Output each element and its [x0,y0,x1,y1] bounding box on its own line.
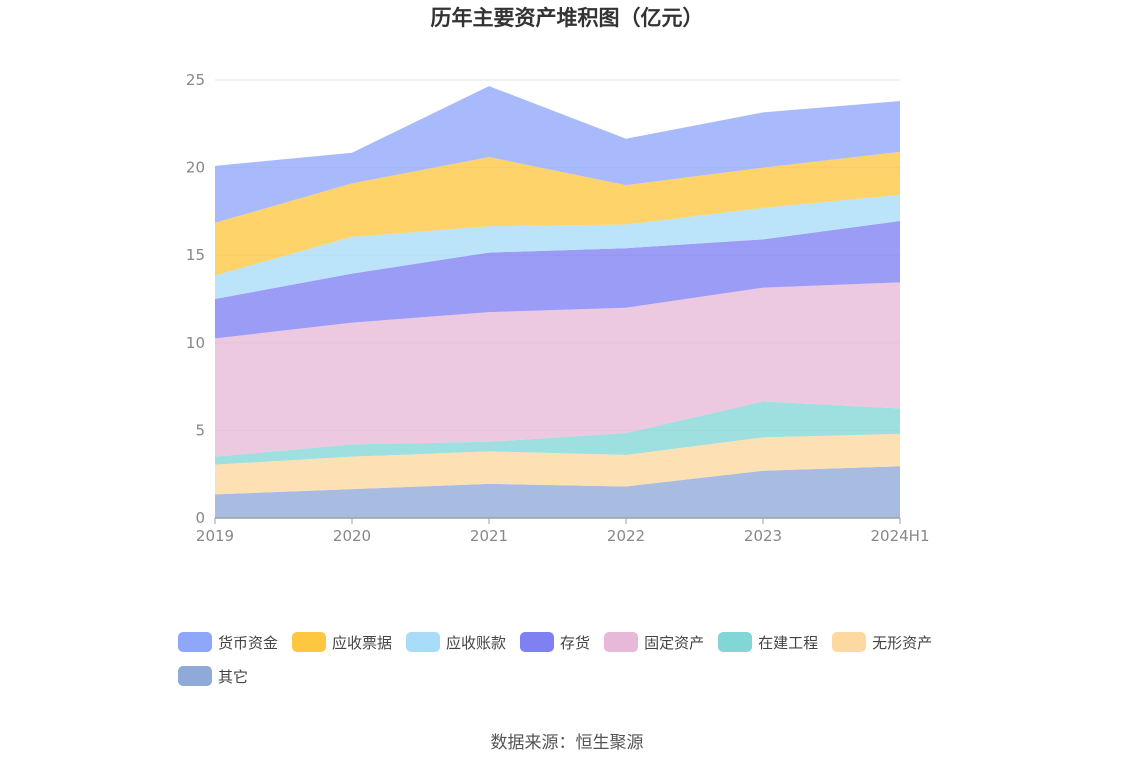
stacked-area-chart: 0 5 10 15 20 25 2019 2020 2021 2022 2023 2024H1 [186,71,930,545]
legend-swatch [178,632,212,652]
y-tick-label: 20 [186,159,205,177]
legend-label: 应收账款 [446,633,507,652]
legend-swatch [604,632,639,652]
area-series-6[interactable] [215,151,900,276]
area-series-3[interactable] [215,282,900,457]
axes: 0 5 10 15 20 25 2019 2020 2021 2022 2023 2024H1 [186,71,930,545]
legend-swatch [292,632,327,652]
y-tick-label: 0 [195,509,205,527]
area-series [215,86,900,518]
legend-label: 在建工程 [758,633,819,652]
x-tick-label: 2023 [744,527,782,545]
legend-label: 固定资产 [644,633,705,652]
y-tick-label: 25 [186,71,205,89]
x-tick-label: 2024H1 [871,527,930,545]
legend-label: 无形资产 [872,633,933,652]
legend-swatch [406,632,441,652]
area-series-0[interactable] [215,466,900,518]
legend-swatch [520,632,555,652]
legend-item[interactable]: 应收账款 [406,630,506,654]
area-series-4[interactable] [215,221,900,339]
y-tick-label: 15 [186,246,205,264]
legend-item[interactable]: 在建工程 [718,630,818,654]
x-tick-label: 2022 [607,527,645,545]
area-series-5[interactable] [215,194,900,299]
legend-item[interactable]: 其它 [178,664,248,688]
y-tick-label: 10 [186,334,205,352]
x-tick-label: 2021 [470,527,508,545]
chart-title: 历年主要资产堆积图（亿元） [430,6,704,30]
legend: 货币资金 应收票据 应收账款 存货 固定资产 在建工程 无形资产其它 [178,630,978,688]
legend-label: 应收票据 [332,633,393,652]
y-tick-label: 5 [195,421,205,439]
legend-swatch [718,632,753,652]
legend-item[interactable]: 固定资产 [604,630,704,654]
legend-swatch [832,632,867,652]
x-tick-label: 2020 [333,527,371,545]
area-series-2[interactable] [215,401,900,465]
legend-swatch [178,666,212,686]
x-tick-label: 2019 [196,527,234,545]
legend-item[interactable]: 无形资产 [832,630,932,654]
legend-item[interactable]: 存货 [520,630,590,654]
legend-item[interactable]: 应收票据 [292,630,392,654]
data-source-note: 数据来源：恒生聚源 [490,733,644,753]
area-series-7[interactable] [215,86,900,223]
legend-label: 其它 [218,667,249,686]
legend-item[interactable]: 货币资金 [178,630,278,654]
legend-label: 货币资金 [218,633,279,652]
area-series-1[interactable] [215,433,900,495]
legend-label: 存货 [560,633,591,652]
